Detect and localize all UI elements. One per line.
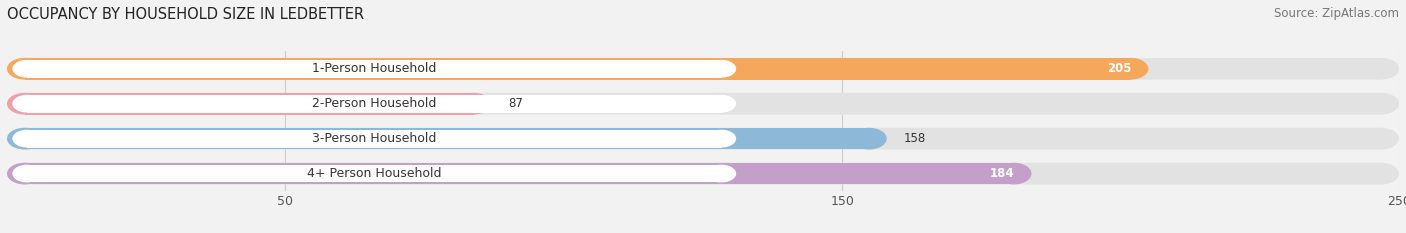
- Bar: [27, 130, 721, 147]
- Bar: [25, 58, 1130, 80]
- Ellipse shape: [7, 163, 42, 185]
- Bar: [27, 165, 721, 182]
- Ellipse shape: [7, 58, 42, 80]
- Ellipse shape: [13, 95, 42, 113]
- Ellipse shape: [1364, 58, 1399, 80]
- FancyBboxPatch shape: [25, 128, 1381, 150]
- Bar: [25, 93, 474, 115]
- FancyBboxPatch shape: [25, 58, 1381, 80]
- Ellipse shape: [1364, 93, 1399, 115]
- Text: 184: 184: [990, 167, 1015, 180]
- Text: 205: 205: [1107, 62, 1132, 75]
- FancyBboxPatch shape: [25, 163, 1381, 185]
- Bar: [25, 128, 869, 150]
- Text: 3-Person Household: 3-Person Household: [312, 132, 436, 145]
- Ellipse shape: [7, 128, 42, 150]
- Ellipse shape: [7, 163, 42, 185]
- Ellipse shape: [707, 60, 737, 78]
- Ellipse shape: [707, 130, 737, 147]
- Bar: [25, 163, 1014, 185]
- Ellipse shape: [1114, 58, 1149, 80]
- Ellipse shape: [707, 165, 737, 182]
- Text: 4+ Person Household: 4+ Person Household: [307, 167, 441, 180]
- Ellipse shape: [851, 128, 887, 150]
- Ellipse shape: [1364, 128, 1399, 150]
- Bar: [27, 95, 721, 113]
- Ellipse shape: [13, 60, 42, 78]
- Ellipse shape: [7, 128, 42, 150]
- Text: OCCUPANCY BY HOUSEHOLD SIZE IN LEDBETTER: OCCUPANCY BY HOUSEHOLD SIZE IN LEDBETTER: [7, 7, 364, 22]
- Ellipse shape: [7, 93, 42, 115]
- Ellipse shape: [995, 163, 1032, 185]
- Text: 87: 87: [508, 97, 523, 110]
- Text: Source: ZipAtlas.com: Source: ZipAtlas.com: [1274, 7, 1399, 20]
- Text: 1-Person Household: 1-Person Household: [312, 62, 436, 75]
- Ellipse shape: [13, 165, 42, 182]
- Text: 158: 158: [904, 132, 925, 145]
- Ellipse shape: [1364, 163, 1399, 185]
- Bar: [27, 60, 721, 78]
- Ellipse shape: [456, 93, 492, 115]
- FancyBboxPatch shape: [25, 93, 1381, 115]
- Ellipse shape: [13, 130, 42, 147]
- Ellipse shape: [707, 95, 737, 113]
- Ellipse shape: [7, 93, 42, 115]
- Ellipse shape: [7, 58, 42, 80]
- Text: 2-Person Household: 2-Person Household: [312, 97, 436, 110]
